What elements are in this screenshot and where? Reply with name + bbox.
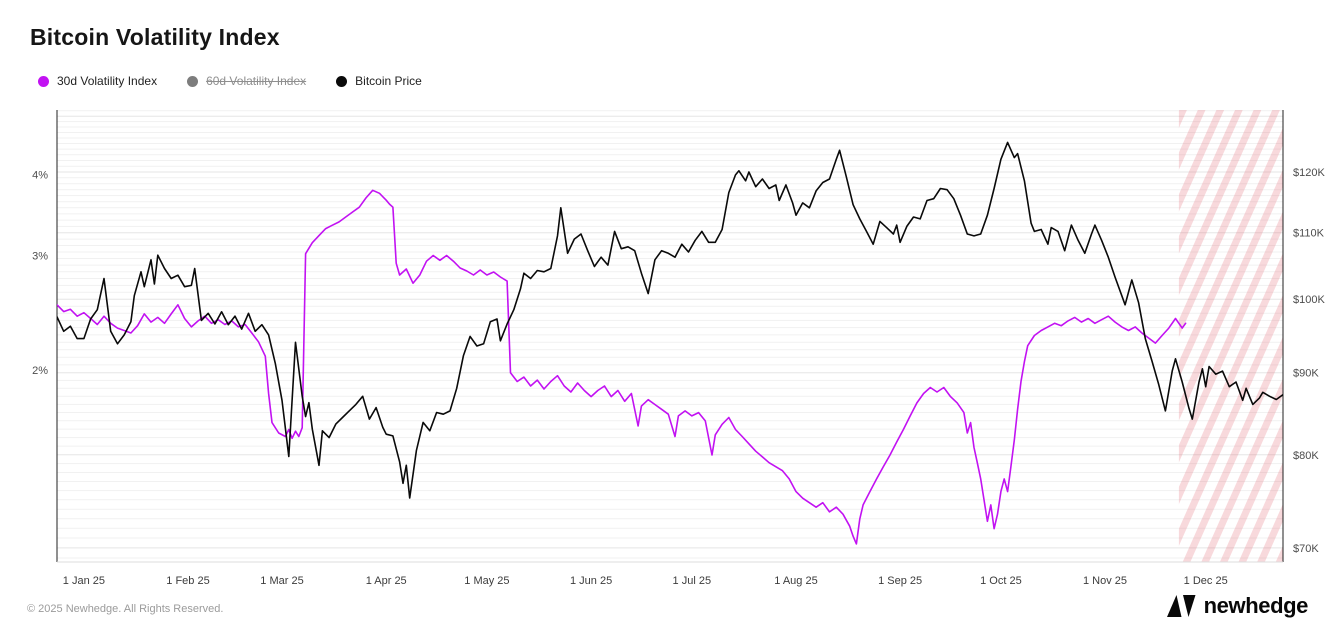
y-right-tick-label: $90K — [1293, 368, 1319, 380]
y-right-tick-label: $120K — [1293, 167, 1325, 179]
x-tick-label: 1 Jun 25 — [570, 575, 612, 587]
newhedge-brand: newhedge — [1166, 593, 1309, 619]
x-tick-label: 1 Nov 25 — [1083, 575, 1127, 587]
x-tick-label: 1 Aug 25 — [774, 575, 817, 587]
legend-swatch-price-icon — [336, 75, 348, 87]
legend-item-bitcoin-price[interactable]: Bitcoin Price — [336, 74, 422, 88]
legend-label-30d: 30d Volatility Index — [57, 74, 158, 88]
series-line-btc — [57, 141, 1283, 499]
x-tick-label: 1 Apr 25 — [366, 575, 407, 587]
page-title: Bitcoin Volatility Index — [30, 24, 280, 50]
legend-label-60d: 60d Volatility Index — [206, 74, 307, 88]
y-right-tick-label: $70K — [1293, 543, 1319, 555]
y-right-tick-label: $100K — [1293, 294, 1325, 306]
legend-item-60d-volatility[interactable]: 60d Volatility Index — [187, 74, 306, 88]
y-left-tick-label: 4% — [32, 169, 48, 181]
y-left-tick-label: 2% — [32, 365, 48, 377]
y-right-tick-label: $80K — [1293, 450, 1319, 462]
series-line-vol30d — [57, 189, 1187, 545]
legend-swatch-60d-icon — [187, 75, 199, 87]
newhedge-logo-icon — [1166, 595, 1196, 617]
incomplete-data-hatch-region — [1178, 110, 1283, 562]
x-tick-label: 1 Sep 25 — [878, 575, 922, 587]
newhedge-wordmark: newhedge — [1203, 593, 1309, 618]
legend-swatch-30d-icon — [38, 75, 49, 87]
x-tick-label: 1 Jan 25 — [63, 575, 105, 587]
x-tick-label: 1 Feb 25 — [166, 575, 209, 587]
y-right-tick-label: $110K — [1293, 228, 1325, 240]
x-tick-label: 1 Oct 25 — [980, 575, 1022, 587]
x-tick-label: 1 Mar 25 — [260, 575, 303, 587]
x-tick-label: 1 May 25 — [464, 575, 509, 587]
legend-item-30d-volatility[interactable]: 30d Volatility Index — [38, 74, 157, 88]
chart-legend: 30d Volatility Index 60d Volatility Inde… — [38, 74, 422, 88]
y-left-tick-label: 3% — [32, 251, 48, 263]
copyright-text: © 2025 Newhedge. All Rights Reserved. — [27, 603, 224, 615]
legend-label-price: Bitcoin Price — [355, 74, 422, 88]
x-tick-label: 1 Dec 25 — [1184, 575, 1228, 587]
x-tick-label: 1 Jul 25 — [673, 575, 712, 587]
